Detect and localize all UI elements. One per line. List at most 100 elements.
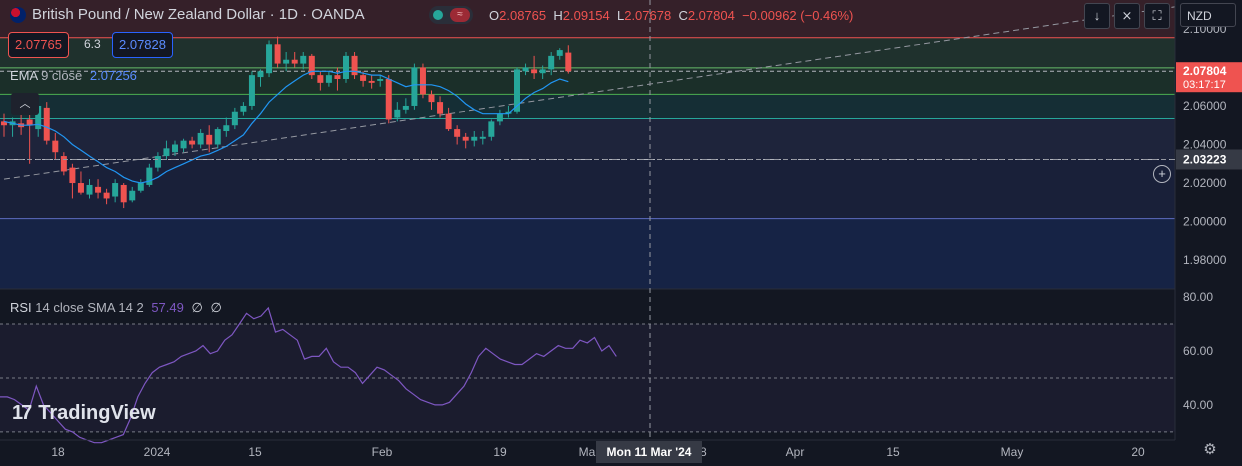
- trendline: [3, 6, 1176, 180]
- wave-icon: ≈: [450, 8, 470, 22]
- candle-body: [283, 59, 290, 64]
- price-zone: [0, 0, 1175, 38]
- candle-body: [556, 50, 563, 56]
- time-tick-label: Apr: [786, 445, 805, 459]
- ohlc-readout: O2.08765 H2.09154 L2.07678 C2.07804 −0.0…: [489, 8, 854, 23]
- ema-legend[interactable]: EMA 9 close 2.07256: [10, 68, 137, 83]
- candle-body: [189, 140, 196, 145]
- candle-body: [95, 186, 102, 193]
- time-tick-label: Ma: [579, 445, 596, 459]
- buy-price-button[interactable]: 2.07828: [112, 32, 173, 58]
- collapse-icon[interactable]: ⨯: [1114, 3, 1140, 29]
- countdown-label: 03:17:17: [1183, 79, 1226, 91]
- candle-body: [112, 183, 119, 197]
- candle-body: [154, 156, 161, 168]
- price-tick-label: 2.02000: [1183, 176, 1227, 190]
- candle-body: [428, 94, 435, 103]
- candle-body: [86, 184, 93, 195]
- crosshair-price-label: 2.03223: [1183, 152, 1227, 166]
- rsi-line: [0, 306, 617, 444]
- candle-body: [248, 75, 255, 106]
- candle-body: [206, 134, 213, 145]
- ema-line: [3, 70, 569, 184]
- candle-body: [257, 71, 264, 78]
- candle-body: [343, 55, 349, 79]
- ema-value: 2.07256: [89, 68, 137, 83]
- candle-body: [488, 121, 495, 137]
- tradingview-logo[interactable]: 17 TradingView: [12, 402, 156, 425]
- candle-body: [505, 111, 512, 114]
- settings-gear-icon[interactable]: ⚙: [1203, 441, 1217, 458]
- price-zone: [0, 94, 1175, 119]
- sell-price-button[interactable]: 2.07765: [8, 32, 69, 58]
- candle-body: [274, 44, 281, 64]
- crosshair-price-bg: [1176, 149, 1242, 170]
- fullscreen-icon[interactable]: ⛶: [1144, 3, 1170, 29]
- candle-body: [43, 107, 50, 141]
- market-status-toggle[interactable]: ≈: [429, 6, 473, 24]
- candle-body: [462, 136, 469, 141]
- candle-body: [360, 75, 367, 81]
- candle-body: [231, 111, 238, 126]
- symbol-title[interactable]: British Pound / New Zealand Dollar · 1D …: [32, 6, 365, 23]
- candle-body: [402, 105, 409, 110]
- candle-body: [437, 102, 444, 114]
- price-zone: [0, 37, 1175, 72]
- price-tick-label: 2.06000: [1183, 99, 1227, 113]
- candle-body: [103, 192, 110, 199]
- last-price-label: 2.07804: [1183, 64, 1227, 78]
- candle-body: [368, 80, 375, 83]
- candle-body: [308, 55, 315, 76]
- add-alert-plus-icon[interactable]: +: [1153, 165, 1171, 183]
- time-tick-label: 15: [886, 445, 900, 459]
- candle-body: [214, 129, 221, 145]
- last-price-label-bg: [1176, 62, 1242, 93]
- candle-body: [377, 78, 384, 81]
- candle-body: [334, 75, 341, 79]
- chevron-up-icon: ︿: [19, 98, 31, 110]
- rsi-legend[interactable]: RSI 14 close SMA 14 2 57.49 ∅ ∅: [10, 300, 222, 316]
- candle-body: [223, 125, 230, 132]
- candle-body: [60, 156, 67, 172]
- currency-selector[interactable]: NZD: [1180, 3, 1236, 27]
- ema-label: EMA: [10, 68, 38, 83]
- candle-body: [419, 67, 426, 95]
- rsi-extra-1: ∅: [191, 300, 203, 315]
- price-zone: [0, 159, 1175, 219]
- candle-body: [163, 148, 170, 157]
- price-tick-label: 2.00000: [1183, 215, 1227, 229]
- candle-body: [454, 129, 461, 137]
- crosshair-date-bg: [596, 441, 702, 463]
- rsi-extra-2: ∅: [210, 300, 222, 315]
- rsi-params: 14 close SMA 14 2: [35, 300, 144, 315]
- candle-body: [129, 190, 136, 201]
- candle-body: [565, 52, 572, 72]
- market-open-dot-icon: [433, 10, 443, 20]
- candle-body: [1, 121, 7, 126]
- time-tick-label: 20: [1131, 445, 1145, 459]
- crosshair-date-label: Mon 11 Mar '24: [607, 445, 692, 459]
- price-tick-label: 2.04000: [1183, 138, 1227, 152]
- time-tick-label: May: [1001, 445, 1024, 459]
- candle-body: [26, 119, 33, 126]
- candle-body: [172, 144, 178, 153]
- spread-value: 6.3: [84, 37, 101, 51]
- candle-body: [514, 69, 520, 112]
- candle-body: [394, 109, 401, 118]
- candle-body: [137, 183, 144, 191]
- price-zone: [0, 118, 1175, 160]
- collapse-legend-button[interactable]: ︿: [11, 93, 39, 115]
- rsi-value: 57.49: [151, 300, 184, 315]
- candle-body: [240, 105, 247, 112]
- candle-body: [522, 67, 529, 72]
- candle-body: [479, 136, 486, 139]
- time-tick-label: 2024: [144, 445, 171, 459]
- candle-body: [351, 55, 358, 76]
- arrow-down-icon[interactable]: ↓: [1084, 3, 1110, 29]
- candle-body: [471, 136, 478, 141]
- rsi-tick-label: 40.00: [1183, 398, 1213, 412]
- price-zone: [0, 218, 1175, 289]
- candle-body: [496, 113, 503, 122]
- candle-body: [539, 69, 546, 74]
